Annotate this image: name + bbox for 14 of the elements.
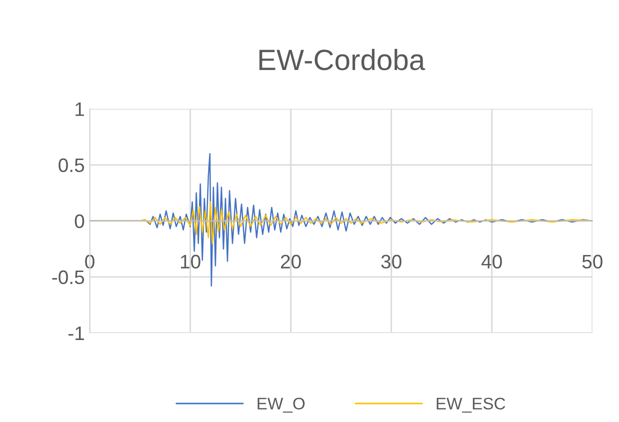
legend-label: EW_O xyxy=(258,398,305,413)
x-tick-label: 40 xyxy=(481,254,502,269)
y-tick-label: 0.5 xyxy=(58,158,84,172)
y-tick-label: -1 xyxy=(68,326,84,340)
x-tick-label: 10 xyxy=(180,254,200,269)
x-tick-label: 50 xyxy=(582,254,602,269)
x-tick-label: 30 xyxy=(381,254,402,269)
chart-title: EW-Cordoba xyxy=(259,48,426,70)
y-tick-label: 0 xyxy=(74,214,84,228)
legend-label: EW_ESC xyxy=(436,398,506,413)
x-tick-label: 0 xyxy=(85,254,94,269)
x-tick-label: 20 xyxy=(280,254,301,269)
y-tick-label: 1 xyxy=(76,102,84,116)
y-tick-label: -0.5 xyxy=(52,270,84,284)
